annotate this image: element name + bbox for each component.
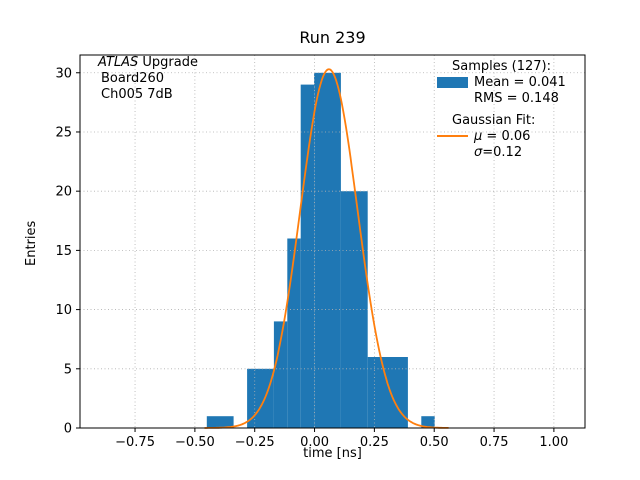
annotation-line-channel: Ch005 7dB xyxy=(101,87,173,102)
histogram-bar xyxy=(340,191,368,428)
page-title: Run 239 xyxy=(299,28,366,47)
annotation-line-atlas: ATLAS Upgrade xyxy=(98,55,198,71)
histogram-swatch xyxy=(437,76,468,88)
histogram-bar xyxy=(367,357,408,428)
gaussian-fit-curve xyxy=(204,68,449,429)
legend-sigma-label: σ=0.12 xyxy=(474,145,522,160)
legend-spacer xyxy=(437,152,468,153)
histogram-bar xyxy=(287,238,301,428)
fit-line-swatch xyxy=(437,135,468,137)
y-tick-label: 30 xyxy=(55,66,72,81)
atlas-label: ATLAS xyxy=(98,55,139,70)
y-axis-label: Entries xyxy=(24,220,39,266)
legend-mu-label: μ = 0.06 xyxy=(474,129,530,144)
annotation-block: ATLAS Upgrade Board260 Ch005 7dB xyxy=(98,55,198,103)
legend-mean-label: Mean = 0.041 xyxy=(474,74,566,90)
x-tick-label: −0.25 xyxy=(235,435,275,450)
y-tick-label: 5 xyxy=(64,362,72,377)
x-tick-label: −0.50 xyxy=(175,435,215,450)
sigma-symbol: σ xyxy=(474,144,483,160)
y-tick-label: 20 xyxy=(55,185,72,200)
legend-spacer xyxy=(437,98,468,99)
legend: Samples (127): Mean = 0.041 RMS = 0.148 … xyxy=(437,58,566,160)
x-tick-label: 0.25 xyxy=(360,435,389,450)
upgrade-label: Upgrade xyxy=(138,55,198,70)
x-tick-label: 0.00 xyxy=(300,435,329,450)
mu-value: = 0.06 xyxy=(482,128,531,144)
x-tick-label: 0.75 xyxy=(480,435,509,450)
x-axis-label: time [ns] xyxy=(303,446,362,461)
legend-sigma-row: σ=0.12 xyxy=(437,144,566,160)
y-tick-label: 10 xyxy=(55,303,72,318)
histogram-bar xyxy=(206,416,234,428)
legend-samples-header-row: Samples (127): xyxy=(437,58,566,74)
y-tick-label: 25 xyxy=(55,125,72,140)
legend-fit-header: Gaussian Fit: xyxy=(452,112,536,128)
histogram-bar xyxy=(273,321,288,428)
x-tick-label: 1.00 xyxy=(539,435,568,450)
sigma-value: =0.12 xyxy=(482,144,523,160)
x-tick-label: −0.75 xyxy=(115,435,155,450)
legend-rms-label: RMS = 0.148 xyxy=(474,90,559,106)
histogram-bar xyxy=(421,416,435,428)
axes-frame xyxy=(79,54,586,429)
legend-fit-header-row: Gaussian Fit: xyxy=(437,112,566,128)
mu-symbol: μ xyxy=(474,128,483,144)
histogram-bar xyxy=(300,84,315,428)
annotation-line-board: Board260 xyxy=(101,71,165,86)
legend-rms-row: RMS = 0.148 xyxy=(437,90,566,106)
legend-mean-row: Mean = 0.041 xyxy=(437,74,566,90)
y-tick-label: 0 xyxy=(64,422,72,437)
legend-samples-header: Samples (127): xyxy=(452,58,551,74)
legend-mu-row: μ = 0.06 xyxy=(437,128,566,144)
y-tick-label: 15 xyxy=(55,244,72,259)
x-tick-label: 0.50 xyxy=(420,435,449,450)
